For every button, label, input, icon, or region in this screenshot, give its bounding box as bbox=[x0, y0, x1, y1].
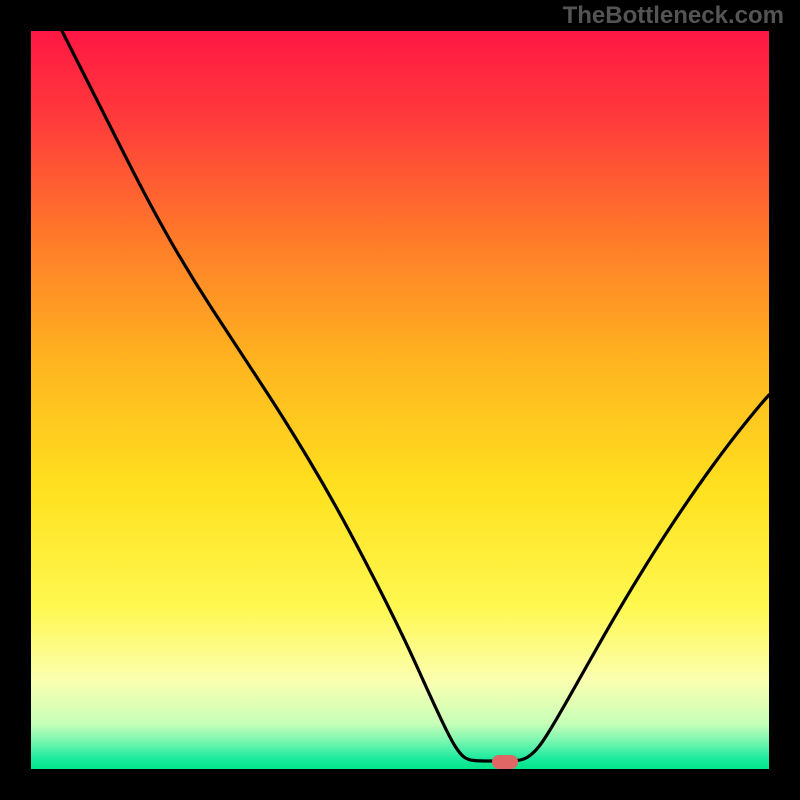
curve-path bbox=[62, 31, 769, 761]
attribution-label: TheBottleneck.com bbox=[563, 2, 784, 30]
chart-canvas: TheBottleneck.com bbox=[0, 0, 800, 800]
bottleneck-curve bbox=[0, 0, 800, 800]
optimal-marker-shape bbox=[492, 755, 518, 769]
optimal-marker bbox=[492, 755, 518, 769]
